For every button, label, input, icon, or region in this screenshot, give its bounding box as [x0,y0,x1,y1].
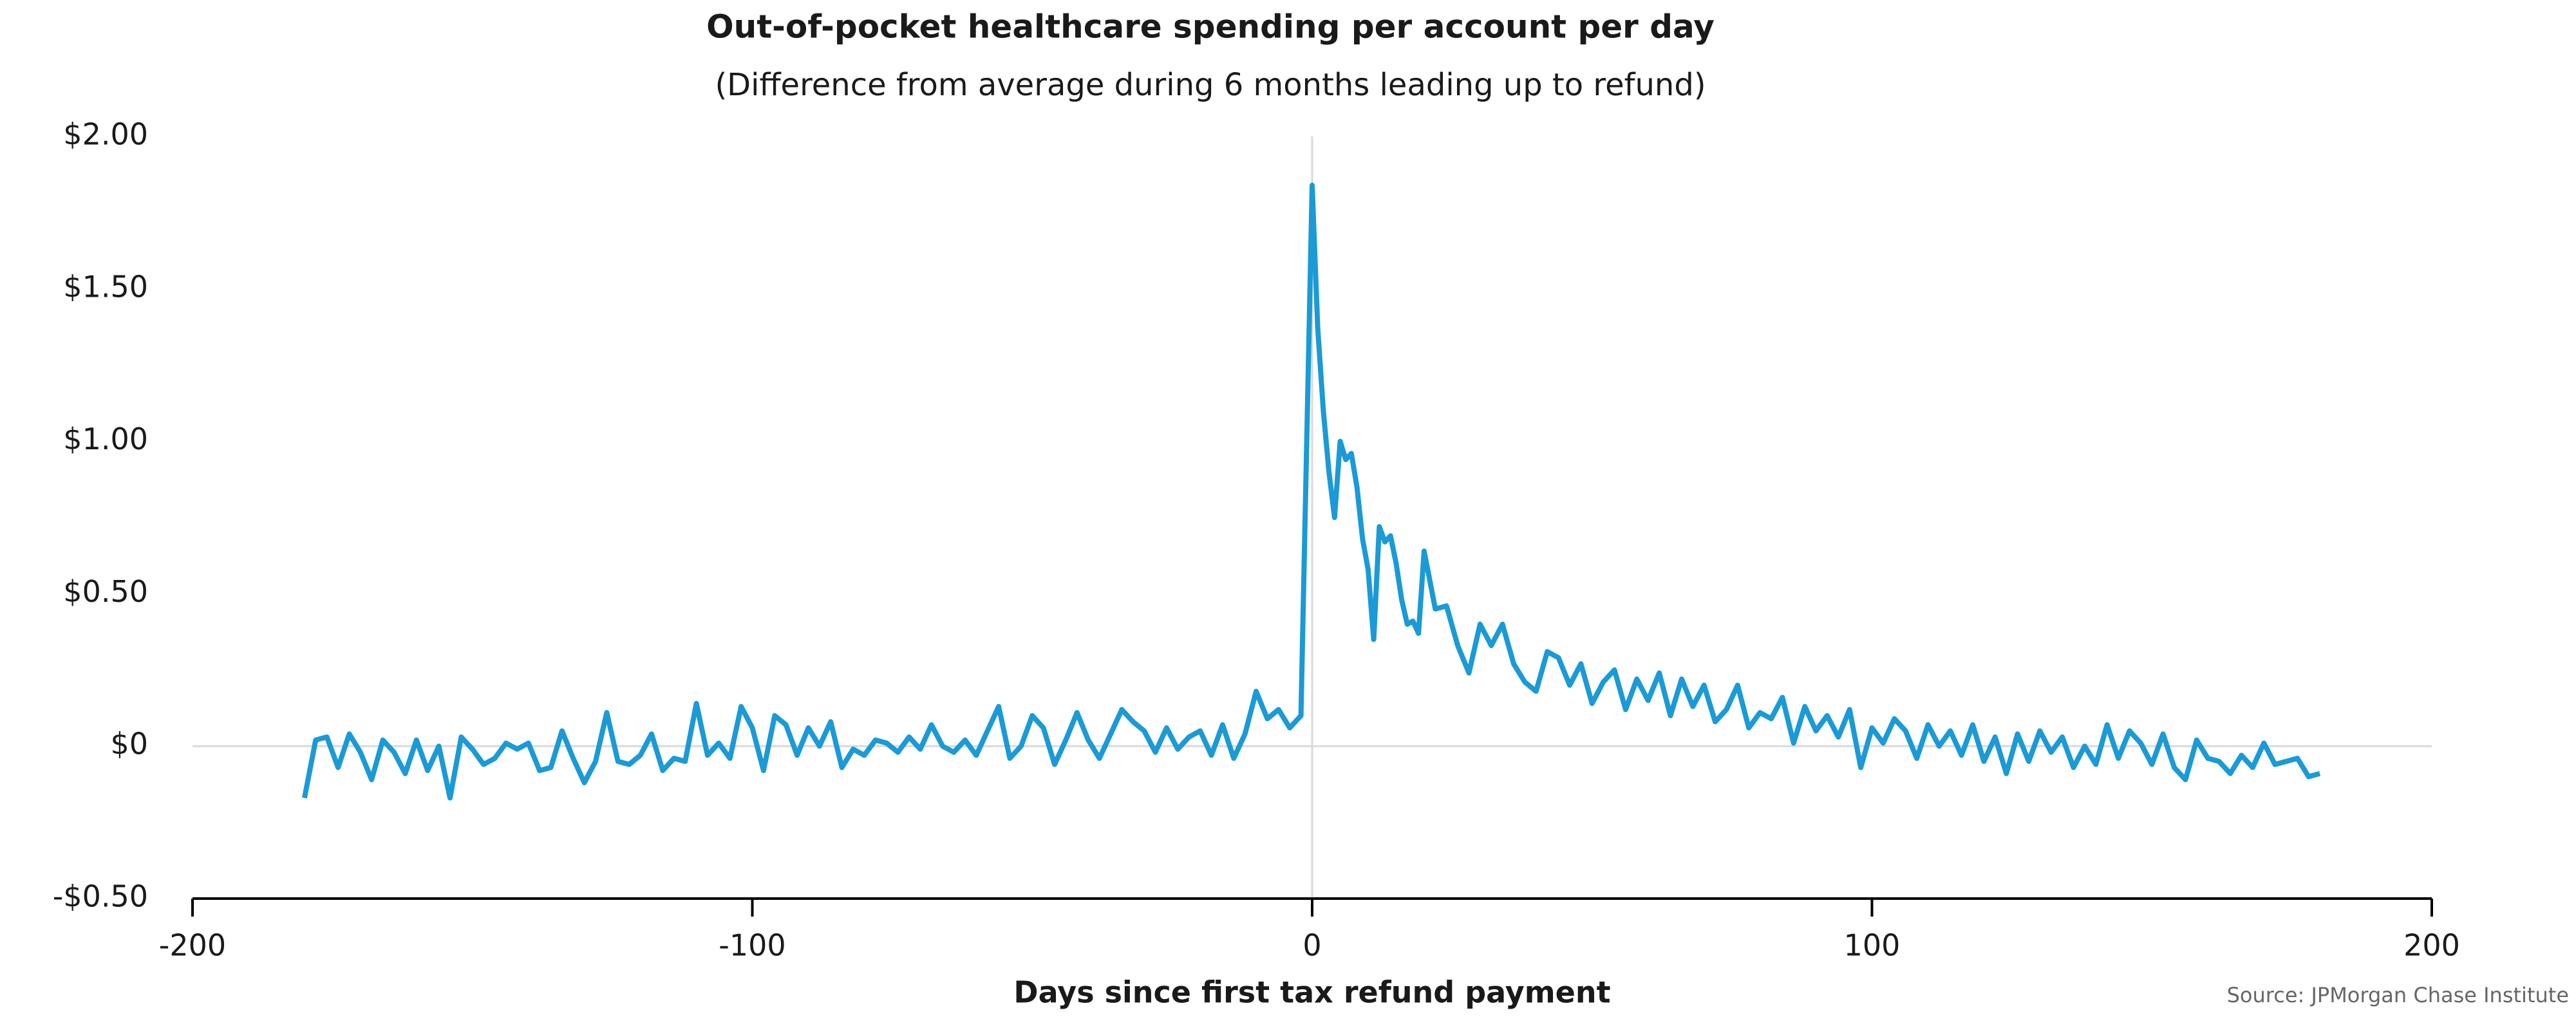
x-tick-label: 100 [1844,928,1901,963]
y-tick-label: -$0.50 [53,879,148,914]
y-tick-label: $2.00 [63,117,148,152]
y-tick-label: $0 [110,727,148,761]
x-tick-label: 0 [1302,928,1321,963]
data-line [301,182,2321,801]
y-tick-label: $1.00 [63,422,148,456]
x-axis-label: Days since first tax refund payment [1013,975,1610,1010]
x-tick-label: -100 [719,928,785,963]
x-tick-label: -200 [159,928,226,963]
y-tick-label: $1.50 [63,269,148,304]
chart-subtitle: (Difference from average during 6 months… [715,67,1706,103]
y-tick-label: $0.50 [63,574,148,609]
chart-title: Out-of-pocket healthcare spending per ac… [706,8,1715,46]
x-tick-label: 200 [2403,928,2460,963]
source-note: Source: JPMorgan Chase Institute [2227,983,2569,1007]
